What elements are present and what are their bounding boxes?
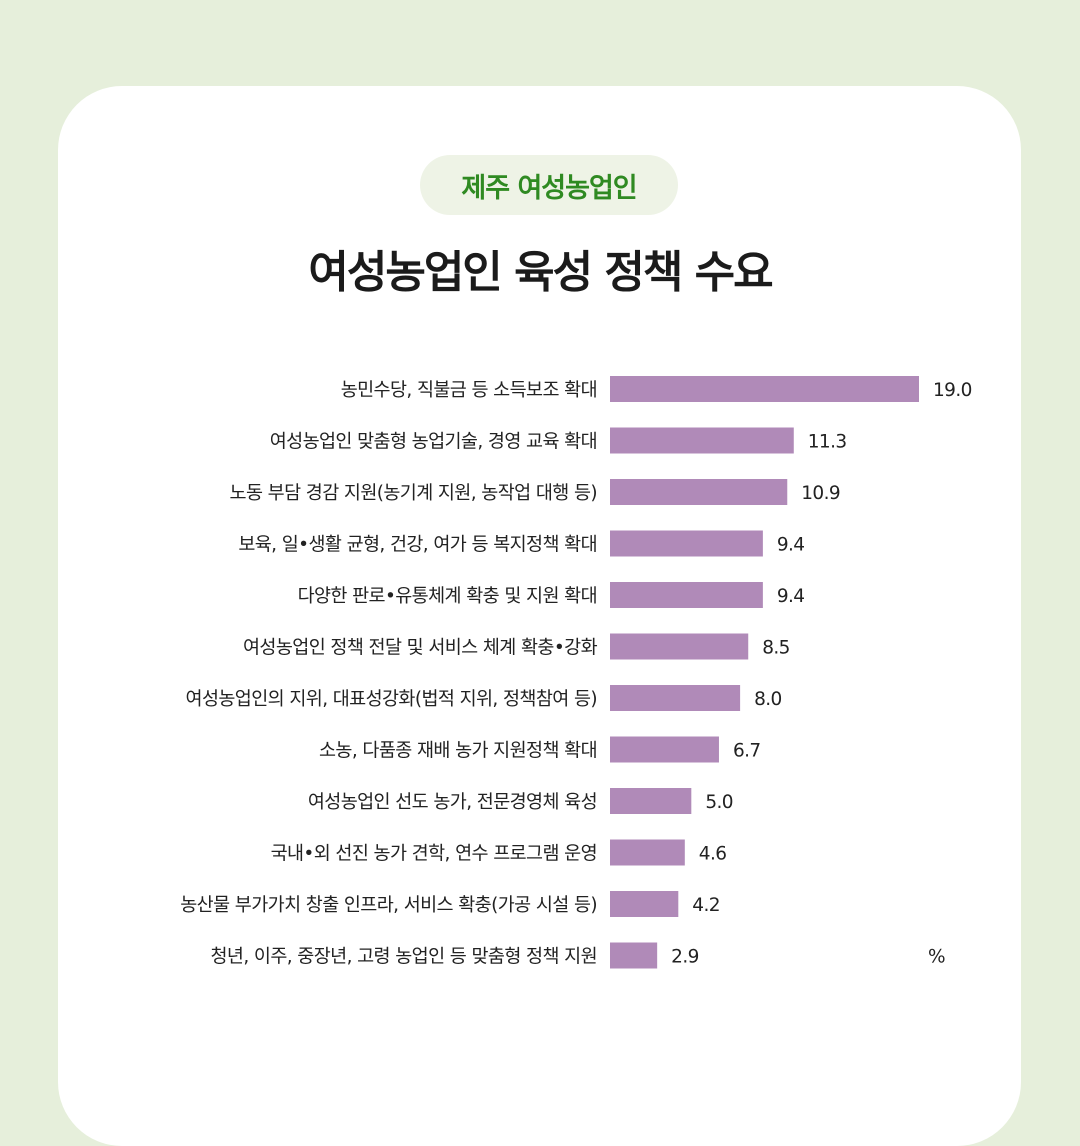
value-label: 8.0	[754, 689, 782, 710]
category-label: 여성농업인 정책 전달 및 서비스 체계 확충•강화	[243, 638, 598, 659]
bar	[610, 633, 749, 660]
value-label: 4.2	[692, 895, 720, 916]
category-label: 소농, 다품종 재배 농가 지원정책 확대	[319, 741, 597, 762]
value-label: 10.9	[801, 483, 840, 504]
bar	[610, 891, 679, 917]
bar-chart: 농민수당, 직불금 등 소득보조 확대 19.0 여성농업인 맞춤형 농업기술, 경…	[180, 376, 972, 969]
unit-label: %	[928, 947, 946, 968]
bar	[610, 788, 692, 814]
bar	[610, 736, 719, 763]
value-label: 5.0	[705, 792, 733, 813]
bar	[610, 376, 919, 402]
category-label: 다양한 판로•유통체계 확충 및 지원 확대	[298, 586, 597, 607]
category-label: 청년, 이주, 중장년, 고령 농업인 등 맞춤형 정책 지원	[211, 947, 598, 968]
content-card	[58, 86, 1021, 1146]
category-label: 보육, 일•생활 균형, 건강, 여가 등 복지정책 확대	[238, 535, 597, 556]
value-label: 19.0	[933, 380, 972, 401]
category-label: 노동 부담 경감 지원(농기계 지원, 농작업 대행 등)	[230, 483, 597, 504]
page-title: 여성농업인 육성 정책 수요	[308, 247, 773, 298]
value-label: 6.7	[733, 741, 761, 762]
category-label: 농민수당, 직불금 등 소득보조 확대	[341, 380, 597, 401]
category-label: 여성농업인 맞춤형 농업기술, 경영 교육 확대	[270, 432, 597, 453]
bar	[610, 582, 763, 608]
region-tag: 제주 여성농업인	[420, 155, 678, 215]
value-label: 2.9	[671, 947, 699, 968]
category-label: 여성농업인의 지위, 대표성강화(법적 지위, 정책참여 등)	[186, 689, 597, 710]
value-label: 4.6	[699, 844, 727, 865]
category-label: 여성농업인 선도 농가, 전문경영체 육성	[308, 792, 597, 813]
bar	[610, 839, 685, 866]
bar	[610, 942, 658, 969]
value-label: 11.3	[808, 432, 847, 453]
value-label: 9.4	[777, 586, 805, 607]
category-label: 농산물 부가가치 창출 인프라, 서비스 확충(가공 시설 등)	[180, 895, 597, 916]
category-label: 국내•외 선진 농가 견학, 연수 프로그램 운영	[271, 844, 597, 865]
value-label: 8.5	[762, 638, 790, 659]
value-label: 9.4	[777, 535, 805, 556]
bar	[610, 427, 794, 454]
bar	[610, 530, 763, 557]
bar	[610, 479, 788, 505]
bar	[610, 685, 741, 711]
